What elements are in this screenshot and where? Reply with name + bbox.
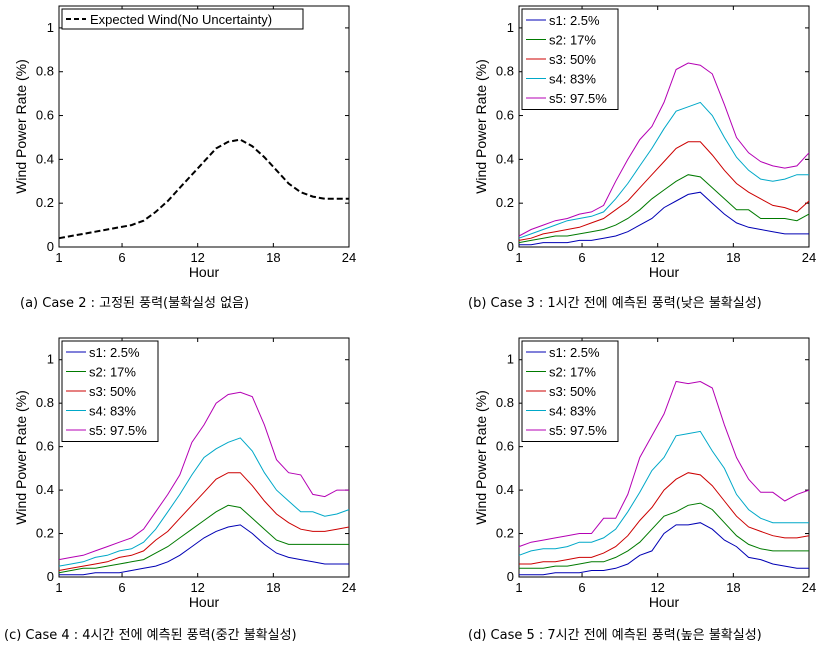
y-axis-label: Wind Power Rate (%) (13, 390, 29, 525)
y-tick-label: 0.4 (496, 482, 514, 497)
series-line (518, 430, 809, 556)
series-line (518, 62, 810, 237)
x-tick-label: 6 (578, 250, 585, 265)
y-tick-label: 0.2 (36, 526, 54, 541)
legend-label: s5: 97.5% (89, 423, 147, 438)
y-tick-label: 0.6 (36, 108, 54, 123)
series-line (58, 138, 349, 240)
x-tick-label: 18 (726, 250, 740, 265)
caption-b: (b) Case 3 : 1시간 전에 예측된 풍력(낮은 불확실성) (468, 296, 762, 311)
y-axis-label: Wind Power Rate (%) (13, 59, 29, 194)
legend-label: s1: 2.5% (549, 13, 600, 28)
y-tick-label: 0.6 (496, 439, 514, 454)
x-tick-label: 1 (55, 580, 62, 595)
legend-label: s4: 83% (549, 72, 596, 87)
series-line (58, 437, 350, 567)
y-tick-label: 0 (507, 239, 514, 254)
x-tick-label: 12 (190, 250, 204, 265)
x-axis-label: Hour (649, 594, 680, 610)
y-tick-label: 0 (47, 569, 54, 584)
legend-label: s4: 83% (89, 404, 136, 419)
y-axis-label: Wind Power Rate (%) (473, 59, 489, 194)
legend-label: s3: 50% (549, 52, 596, 67)
y-tick-label: 0.8 (36, 395, 54, 410)
caption-d: (d) Case 5 : 7시간 전에 예측된 풍력(높은 불확실성) (468, 628, 762, 643)
series-line (58, 504, 349, 574)
legend-label: s2: 17% (549, 365, 596, 380)
y-tick-label: 0.4 (36, 151, 54, 166)
y-tick-label: 1 (47, 20, 54, 35)
x-axis-label: Hour (649, 264, 680, 280)
legend-label: s4: 83% (549, 404, 596, 419)
legend-label: s5: 97.5% (549, 91, 607, 106)
legend-label: s1: 2.5% (89, 345, 140, 360)
y-tick-label: 0.6 (496, 108, 514, 123)
legend-label: s5: 97.5% (549, 423, 607, 438)
series-line (519, 472, 810, 565)
y-tick-label: 1 (507, 20, 514, 35)
series-line (518, 141, 810, 241)
chart-c: 1 6 12 18 24 0 0.2 0.4 0.6 0.8 1 Hour Wind Power Rat… (13, 337, 356, 610)
plot-frame (58, 5, 350, 248)
series-line (58, 472, 350, 571)
legend-box (61, 8, 304, 30)
x-tick-label: 1 (515, 250, 522, 265)
y-tick-label: 0.8 (496, 395, 514, 410)
x-axis-label: Hour (189, 264, 220, 280)
y-tick-label: 0.4 (496, 151, 514, 166)
legend-label: s3: 50% (549, 384, 596, 399)
x-tick-label: 18 (726, 580, 740, 595)
x-tick-label: 12 (190, 580, 204, 595)
y-tick-label: 0.2 (496, 195, 514, 210)
y-tick-label: 0 (507, 569, 514, 584)
series-line (518, 174, 810, 244)
y-axis-label: Wind Power Rate (%) (473, 390, 489, 525)
x-tick-label: 6 (118, 250, 125, 265)
y-tick-label: 0.2 (36, 195, 54, 210)
caption-c: (c) Case 4 : 4시간 전에 예측된 풍력(중간 불확실성) (4, 628, 297, 643)
x-tick-label: 24 (342, 580, 356, 595)
x-tick-label: 24 (342, 250, 356, 265)
y-tick-label: 0.8 (496, 64, 514, 79)
series-line (58, 391, 349, 561)
x-tick-label: 1 (515, 580, 522, 595)
x-tick-label: 6 (118, 580, 125, 595)
series-line (518, 101, 809, 239)
legend-label: s2: 17% (549, 33, 596, 48)
chart-d: 1 6 12 18 24 0 0.2 0.4 0.6 0.8 1 Hour Wind Power Rat… (473, 337, 816, 610)
x-tick-label: 24 (802, 580, 816, 595)
y-tick-label: 0 (47, 239, 54, 254)
legend-label: s2: 17% (89, 365, 136, 380)
x-axis-label: Hour (189, 594, 220, 610)
x-tick-label: 12 (650, 250, 664, 265)
x-tick-label: 18 (266, 580, 280, 595)
legend-label: s1: 2.5% (549, 345, 600, 360)
legend-label: Expected Wind(No Uncertainty) (90, 12, 272, 27)
y-tick-label: 0.8 (36, 64, 54, 79)
chart-a: 1 6 12 18 24 0 0.2 0.4 0.6 0.8 1 Hour Wind Power Rat… (13, 5, 356, 280)
series-line (59, 524, 349, 576)
y-tick-label: 0.2 (496, 526, 514, 541)
series-line (518, 380, 810, 548)
x-tick-label: 6 (578, 580, 585, 595)
x-tick-label: 1 (55, 250, 62, 265)
y-tick-label: 0.4 (36, 482, 54, 497)
y-tick-label: 1 (47, 352, 54, 367)
x-tick-label: 24 (802, 250, 816, 265)
y-tick-label: 0.6 (36, 439, 54, 454)
chart-b: 1 6 12 18 24 0 0.2 0.4 0.6 0.8 1 Hour Wind Power Rat… (473, 5, 816, 280)
series-line (519, 522, 809, 576)
x-tick-label: 12 (650, 580, 664, 595)
series-line (519, 191, 809, 246)
x-tick-label: 18 (266, 250, 280, 265)
series-line (519, 502, 809, 569)
y-tick-label: 1 (507, 352, 514, 367)
caption-a: (a) Case 2 : 고정된 풍력(불확실성 없음) (20, 296, 250, 311)
legend-label: s3: 50% (89, 384, 136, 399)
